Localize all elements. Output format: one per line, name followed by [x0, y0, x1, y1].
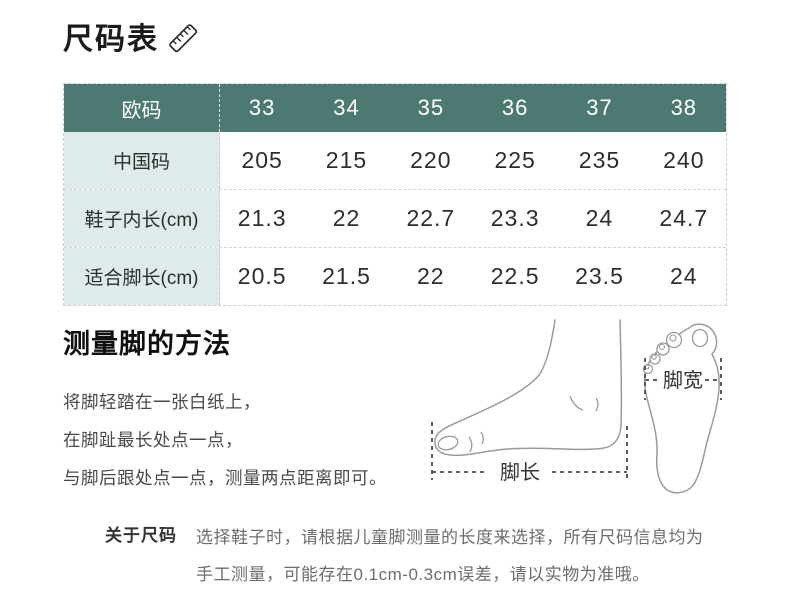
- table-cell: 22.5: [490, 263, 540, 289]
- row-label: 中国码: [64, 132, 220, 189]
- table-cell: 22.7: [406, 205, 456, 231]
- table-cell: 205: [241, 147, 283, 173]
- foot-length-label: 脚长: [500, 461, 540, 484]
- table-cell: 21.5: [322, 263, 371, 289]
- about-size-note: 选择鞋子时，请根据儿童脚测量的长度来选择，所有尺码信息均为 手工测量，可能存在0…: [196, 519, 704, 593]
- big-toe-nail: [437, 435, 459, 451]
- table-cell: 23.5: [575, 263, 624, 289]
- table-cell: 24.7: [659, 205, 709, 231]
- table-cell: 24: [585, 205, 614, 231]
- about-note-line: 选择鞋子时，请根据儿童脚测量的长度来选择，所有尺码信息均为: [196, 528, 704, 547]
- header-cell: 38: [670, 95, 698, 120]
- foot-length-measure-lines: [431, 422, 628, 480]
- about-note-line: 手工测量，可能存在0.1cm-0.3cm误差，请以实物为准哦。: [196, 565, 650, 584]
- header-cell: 35: [417, 95, 445, 120]
- table-cell: 22: [417, 263, 445, 289]
- measure-line: 将脚轻踏在一张白纸上，: [63, 392, 261, 412]
- table-cell: 23.3: [490, 205, 540, 231]
- size-table: 欧码 33 34 35 36 37 38 中国码 205 215 220 225…: [63, 83, 727, 306]
- ruler-icon: [166, 17, 200, 55]
- table-cell: 225: [494, 147, 536, 173]
- table-row: 适合脚长(cm) 20.5 21.5 22 22.5 23.5 24: [64, 247, 726, 305]
- foot-width-measure-lines: [644, 358, 722, 400]
- measure-line: 与脚后跟处点一点，测量两点距离即可。: [63, 468, 387, 488]
- measure-heading: 测量脚的方法: [63, 329, 231, 359]
- big-toe-nail: [691, 328, 709, 348]
- row-label: 适合脚长(cm): [64, 248, 220, 305]
- about-size-label: 关于尺码: [105, 526, 177, 545]
- table-cell: 240: [663, 147, 705, 173]
- size-table-header-row: 欧码 33 34 35 36 37 38: [64, 84, 726, 132]
- measure-line: 在脚趾最长处点一点，: [63, 430, 243, 450]
- header-cell: 36: [501, 95, 529, 120]
- header-cell: 34: [333, 95, 360, 120]
- page-title-row: 尺码表: [63, 14, 200, 58]
- header-cell: 37: [586, 95, 613, 120]
- page-title: 尺码表: [63, 23, 159, 56]
- table-cell: 215: [325, 147, 368, 173]
- table-row: 鞋子内长(cm) 21.3 22 22.7 23.3 24 24.7: [64, 189, 726, 247]
- table-row: 中国码 205 215 220 225 235 240: [64, 132, 726, 189]
- row-label: 鞋子内长(cm): [64, 190, 220, 247]
- header-cell: 33: [248, 95, 276, 120]
- foot-sole-diagram: 脚宽: [642, 323, 722, 494]
- table-cell: 24: [670, 263, 698, 289]
- table-cell: 220: [410, 147, 452, 173]
- table-cell: 22: [332, 205, 361, 231]
- header-label-cell: 欧码: [64, 84, 220, 132]
- table-cell: 235: [578, 147, 621, 173]
- table-cell: 21.3: [237, 205, 287, 231]
- foot-width-label: 脚宽: [663, 369, 703, 392]
- measure-instructions: 将脚轻踏在一张白纸上， 在脚趾最长处点一点， 与脚后跟处点一点，测量两点距离即可…: [63, 383, 387, 497]
- foot-side-diagram: 脚长: [431, 319, 628, 484]
- table-cell: 20.5: [237, 263, 287, 289]
